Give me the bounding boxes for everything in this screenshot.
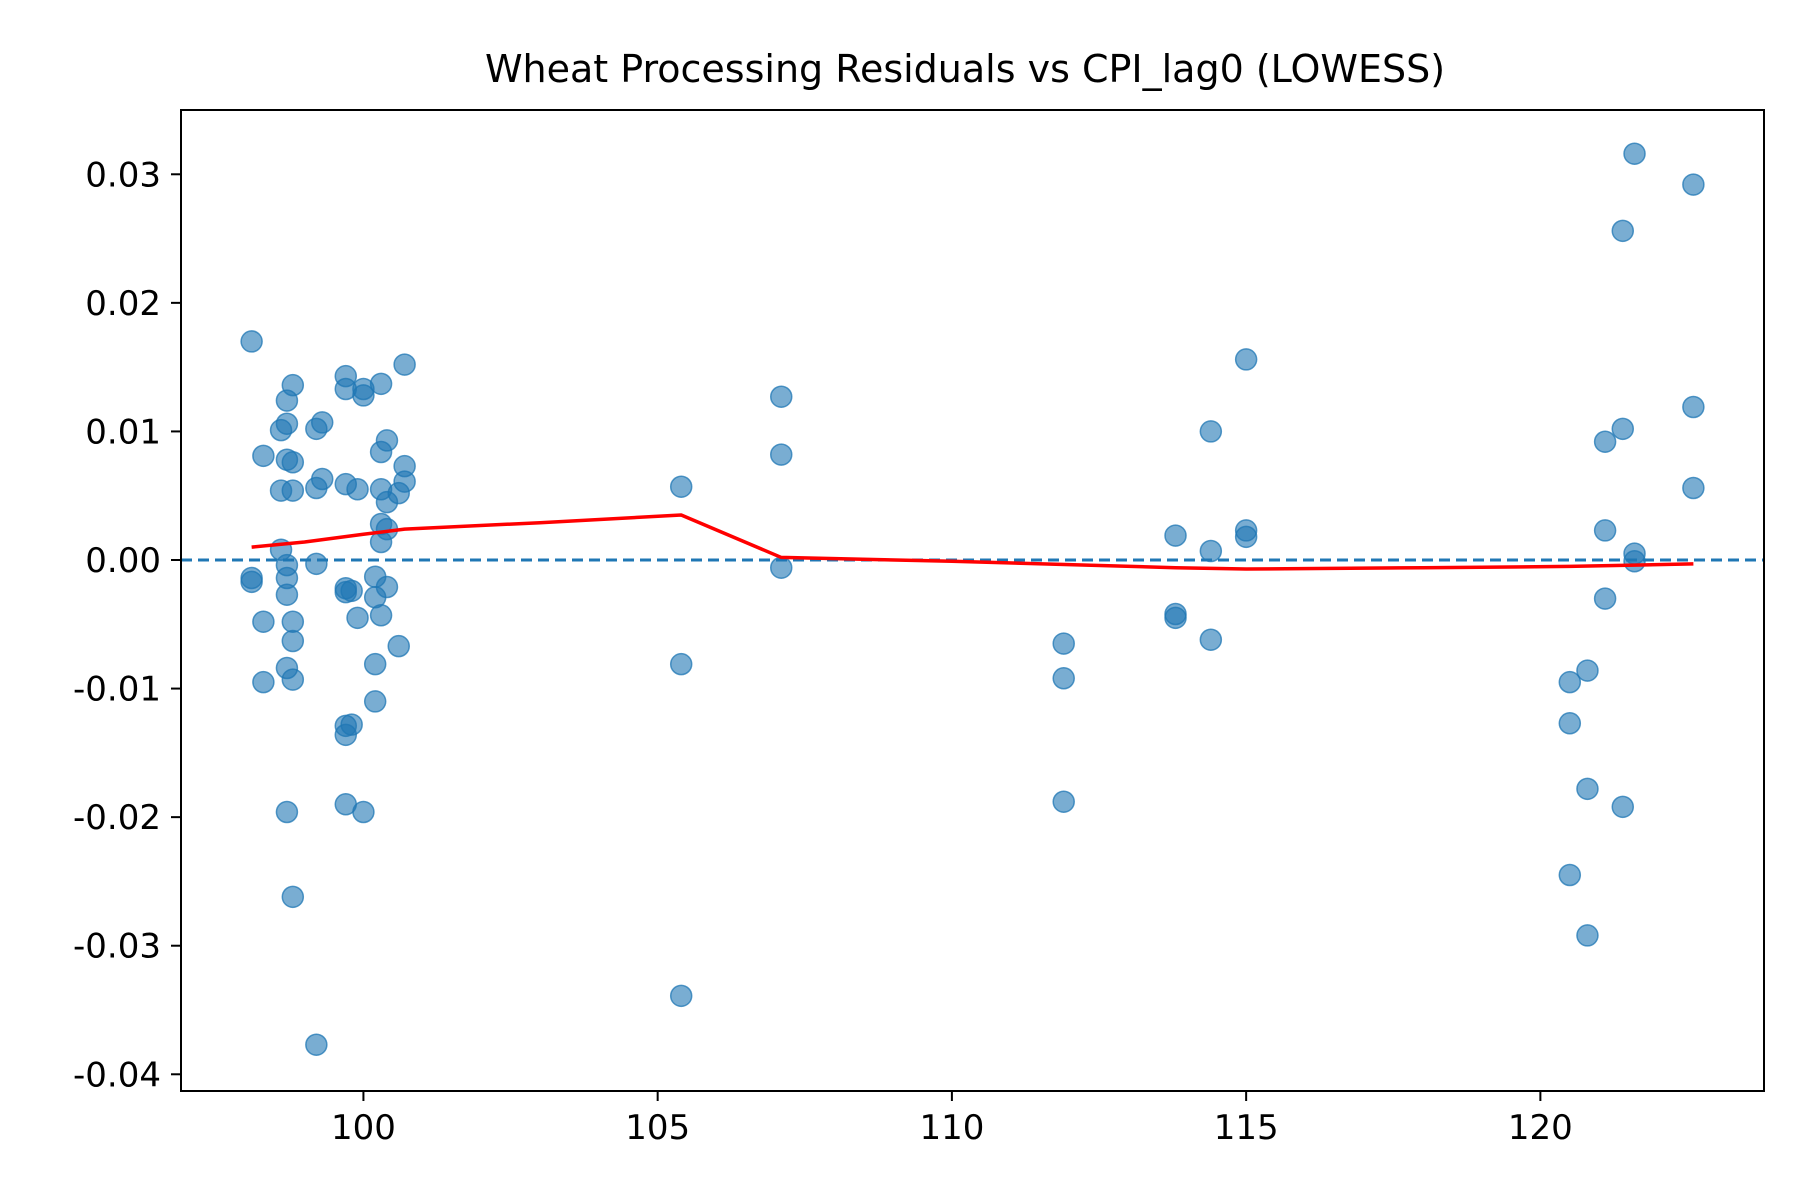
- scatter-point-14: [275, 583, 299, 606]
- scatter-point-49: [369, 372, 393, 396]
- y-tick-label-4: -0.01: [73, 670, 161, 710]
- y-tick-label-1: 0.02: [85, 284, 161, 324]
- scatter-point-38: [340, 579, 363, 603]
- scatter-point-10: [275, 412, 299, 435]
- scatter-point-75: [1164, 606, 1187, 630]
- scatter-point-81: [1234, 525, 1258, 549]
- scatter-point-43: [352, 384, 375, 407]
- scatter-point-4: [252, 610, 275, 633]
- scatter-point-63: [393, 470, 416, 493]
- scatter-point-73: [1164, 524, 1187, 547]
- scatter-point-54: [369, 604, 393, 627]
- scatter-point-17: [281, 373, 305, 397]
- scatter-point-39: [340, 713, 363, 736]
- scatter-point-67: [769, 385, 793, 408]
- scatter-point-72: [1052, 790, 1075, 813]
- scatter-point-16: [275, 800, 299, 824]
- scatter-point-44: [352, 800, 375, 824]
- scatter-point-86: [1576, 777, 1599, 801]
- lowess-line: [251, 513, 1694, 571]
- axes: 100 105 110 115 120 0.03 0.02 0.01 0.00 -0.01 -0.0…: [73, 109, 1765, 1148]
- scatter-point-87: [1576, 924, 1599, 947]
- plot-area: [181, 142, 1764, 1056]
- scatter-point-29: [310, 467, 334, 491]
- scatter-point-91: [1611, 219, 1635, 243]
- x-tick-label-3: 115: [1214, 1108, 1279, 1148]
- scatter-point-19: [281, 479, 305, 502]
- y-tick-label-6: -0.03: [73, 927, 161, 967]
- scatter-point-98: [1682, 395, 1705, 419]
- scatter-point-5: [252, 670, 275, 694]
- scatter-point-23: [281, 885, 305, 909]
- scatter-point-71: [1052, 667, 1075, 690]
- scatter-point-22: [281, 668, 305, 691]
- scatter-point-21: [281, 629, 305, 653]
- chart-title: Wheat Processing Residuals vs CPI_lag0 (…: [485, 47, 1445, 91]
- scatter-point-77: [1199, 539, 1223, 563]
- scatter-point-82: [1558, 670, 1582, 694]
- scatter-point-97: [1682, 173, 1705, 196]
- scatter-point-88: [1593, 430, 1617, 453]
- y-tick-label-7: -0.04: [73, 1055, 161, 1095]
- scatter-point-92: [1611, 417, 1635, 441]
- scatter-point-47: [363, 652, 387, 676]
- scatter-point-26: [305, 552, 328, 576]
- scatter-point-55: [375, 429, 399, 452]
- scatter-point-93: [1611, 795, 1635, 819]
- scatter-point-65: [669, 652, 693, 676]
- scatter-point-18: [281, 451, 305, 474]
- x-tick-label-2: 110: [919, 1108, 984, 1148]
- scatter-point-3: [252, 444, 275, 468]
- scatter-point-60: [387, 634, 410, 658]
- scatter-point-28: [310, 411, 334, 434]
- scatter-point-76: [1199, 420, 1223, 443]
- scatter-point-48: [363, 690, 387, 713]
- plot-frame: [180, 109, 1765, 1092]
- y-tick-label-0: 0.03: [85, 155, 161, 195]
- scatter-point-94: [1623, 142, 1646, 165]
- x-tick-label-1: 105: [625, 1108, 690, 1148]
- scatter-point-99: [1682, 476, 1705, 500]
- scatter-point-83: [1558, 712, 1582, 735]
- scatter-point-0: [240, 330, 263, 353]
- y-tick-label-5: -0.02: [73, 798, 161, 838]
- scatter-point-70: [1052, 632, 1075, 655]
- scatter-point-89: [1593, 519, 1617, 542]
- y-tick-label-3: 0.00: [85, 541, 161, 581]
- scatter-point-40: [346, 478, 369, 501]
- scatter-point-20: [281, 610, 305, 633]
- scatter-point-64: [669, 475, 693, 498]
- scatter-point-85: [1576, 659, 1599, 682]
- scatter-point-84: [1558, 863, 1582, 887]
- scatter-point-68: [769, 443, 793, 466]
- scatter-point-58: [375, 575, 399, 599]
- x-tick-label-4: 120: [1508, 1108, 1573, 1148]
- scatter-point-41: [346, 606, 369, 630]
- y-tick-label-2: 0.01: [85, 412, 161, 452]
- scatter-point-61: [393, 353, 416, 376]
- scatter-point-78: [1199, 628, 1223, 651]
- scatter-point-90: [1593, 587, 1617, 610]
- scatter-point-27: [305, 1033, 328, 1056]
- scatter-point-66: [669, 984, 693, 1008]
- x-tick-label-0: 100: [331, 1108, 396, 1148]
- scatter-point-2: [240, 570, 263, 594]
- scatter-point-79: [1234, 348, 1258, 371]
